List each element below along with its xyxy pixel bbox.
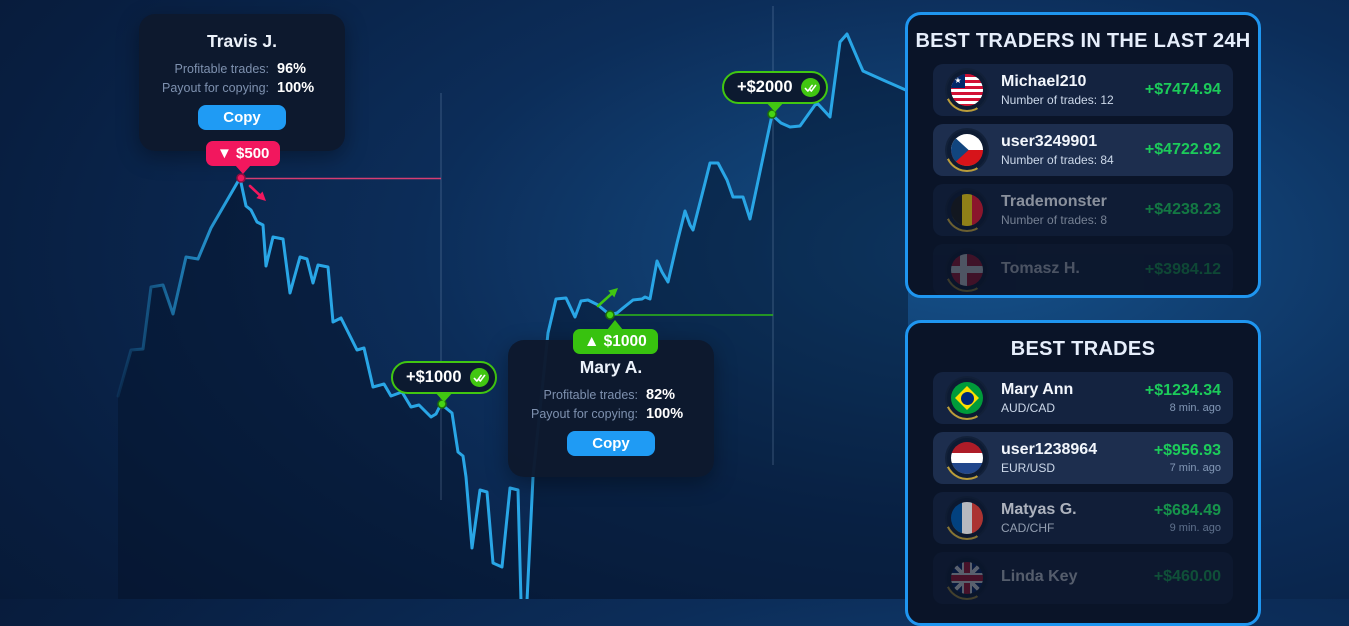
best-trades-list: Mary Ann AUD/CAD +$1234.34 8 min. ago us… — [908, 372, 1258, 604]
best-trades-panel: BEST TRADES Mary Ann AUD/CAD +$1234.34 8… — [905, 320, 1261, 626]
flag-icon — [951, 74, 983, 106]
currency-pair: CAD/CHF — [1001, 520, 1055, 535]
trader-stats: Profitable trades: 82% Payout for copyin… — [508, 387, 714, 422]
profit-amount: +$4722.92 — [1144, 140, 1221, 158]
profit-amount: +$1234.34 — [1144, 381, 1221, 399]
trades-count: Number of trades: 12 — [1001, 92, 1114, 107]
avatar — [945, 436, 989, 480]
stat-value: 100% — [277, 80, 315, 96]
profit-pill-label: +$1000 — [406, 368, 462, 386]
loss-badge-label: ▼ $500 — [217, 145, 270, 162]
avatar — [945, 128, 989, 172]
panel-title: BEST TRADES — [1010, 338, 1156, 360]
trade-point-dot — [236, 173, 246, 183]
copy-button[interactable]: Copy — [198, 105, 286, 130]
stat-label: Profitable trades: — [543, 388, 639, 402]
table-row[interactable]: Tomasz H. +$3984.12 — [933, 244, 1233, 295]
flag-icon — [951, 194, 983, 226]
trade-time: 9 min. ago — [1169, 522, 1221, 535]
table-row[interactable]: Trademonster Number of trades: 8 +$4238.… — [933, 184, 1233, 236]
profit-amount: +$460.00 — [1153, 567, 1221, 585]
trader-stats: Profitable trades: 96% Payout for copyin… — [139, 61, 345, 96]
trader-name: Mary A. — [579, 357, 643, 377]
stat-label: Payout for copying: — [161, 81, 269, 95]
trend-arrowhead — [608, 288, 618, 298]
panel-title: BEST TRADERS IN THE LAST 24H — [915, 30, 1251, 52]
trades-count: Number of trades: 8 — [1001, 212, 1108, 227]
table-row[interactable]: Linda Key +$460.00 — [933, 552, 1233, 604]
gain-badge-label: ▲ $1000 — [584, 332, 647, 350]
table-row[interactable]: Michael210 Number of trades: 12 +$7474.9… — [933, 64, 1233, 116]
trader-name: Travis J. — [206, 31, 278, 51]
stat-value: 100% — [646, 406, 684, 422]
trader-tooltip-mary: Mary A. Profitable trades: 82% Payout fo… — [508, 340, 714, 477]
verified-check-icon — [800, 78, 820, 97]
best-traders-list: Michael210 Number of trades: 12 +$7474.9… — [908, 64, 1258, 295]
avatar — [945, 376, 989, 420]
trader-name: Michael210 — [1001, 73, 1087, 91]
flag-icon — [951, 442, 983, 474]
trader-name: Trademonster — [1001, 193, 1107, 211]
stat-value: 96% — [277, 61, 307, 77]
profit-amount: +$4238.23 — [1144, 200, 1221, 218]
profit-amount: +$684.49 — [1153, 501, 1221, 519]
verified-check-icon — [469, 368, 489, 387]
flag-icon — [951, 134, 983, 166]
stat-label: Payout for copying: — [530, 407, 638, 421]
profit-pill-1000: +$1000 — [391, 361, 497, 394]
loss-badge-500: ▼ $500 — [206, 141, 281, 166]
gain-badge-1000: ▲ $1000 — [573, 329, 658, 354]
profit-amount: +$3984.12 — [1144, 260, 1221, 278]
trades-count: Number of trades: 84 — [1001, 152, 1114, 167]
trend-arrowhead — [256, 191, 266, 201]
flag-icon — [951, 562, 983, 594]
profit-amount: +$7474.94 — [1144, 80, 1221, 98]
stat-label: Profitable trades: — [174, 62, 270, 76]
avatar — [945, 556, 989, 600]
avatar — [945, 248, 989, 292]
trader-name: Linda Key — [1001, 567, 1078, 585]
avatar — [945, 496, 989, 540]
trade-point-dot — [605, 310, 615, 320]
price-line — [116, 32, 910, 599]
table-row[interactable]: Matyas G. CAD/CHF +$684.49 9 min. ago — [933, 492, 1233, 544]
trader-name: Tomasz H. — [1001, 259, 1080, 277]
flag-icon — [951, 254, 983, 286]
avatar — [945, 188, 989, 232]
profit-amount: +$956.93 — [1153, 441, 1221, 459]
flag-icon — [951, 502, 983, 534]
table-row[interactable]: user1238964 EUR/USD +$956.93 7 min. ago — [933, 432, 1233, 484]
trader-name: Mary Ann — [1001, 381, 1074, 399]
trader-name: Matyas G. — [1001, 501, 1077, 519]
table-row[interactable]: user3249901 Number of trades: 84 +$4722.… — [933, 124, 1233, 176]
currency-pair: EUR/USD — [1001, 460, 1056, 475]
copy-button[interactable]: Copy — [567, 431, 655, 456]
stat-value: 82% — [646, 387, 676, 403]
currency-pair: AUD/CAD — [1001, 400, 1056, 415]
trade-time: 8 min. ago — [1169, 402, 1221, 415]
flag-icon — [951, 382, 983, 414]
trader-tooltip-travis: Travis J. Profitable trades: 96% Payout … — [139, 14, 345, 151]
best-traders-panel: BEST TRADERS IN THE LAST 24H Michael210 … — [905, 12, 1261, 298]
trade-time: 7 min. ago — [1169, 462, 1221, 475]
table-row[interactable]: Mary Ann AUD/CAD +$1234.34 8 min. ago — [933, 372, 1233, 424]
trader-name: user1238964 — [1001, 441, 1098, 459]
trader-name: user3249901 — [1001, 133, 1098, 151]
profit-pill-2000: +$2000 — [722, 71, 828, 104]
profit-pill-label: +$2000 — [737, 78, 793, 96]
avatar — [945, 68, 989, 112]
